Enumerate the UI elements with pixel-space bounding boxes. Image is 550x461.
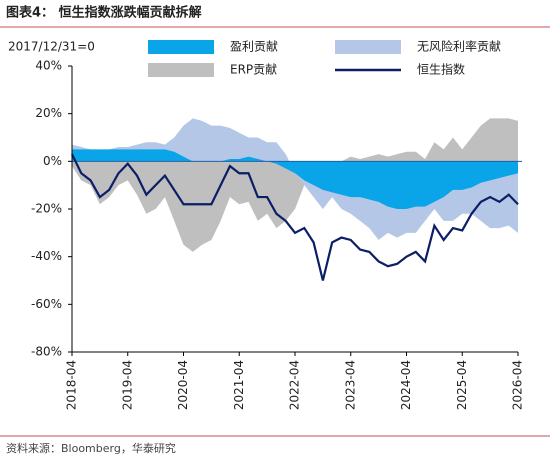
chart-title: 图表4： 恒生指数涨跌幅贡献拆解 bbox=[6, 5, 202, 21]
x-tick-label: 2025-04 bbox=[455, 360, 469, 410]
annotation: 2017/12/31=0 bbox=[8, 40, 95, 54]
legend-swatch bbox=[335, 40, 401, 54]
legend-swatch bbox=[148, 63, 214, 77]
source: 资料来源：Bloomberg，华泰研究 bbox=[6, 441, 176, 455]
y-tick-label: -60% bbox=[31, 297, 62, 311]
x-tick-label: 2023-04 bbox=[343, 360, 357, 410]
legend-label: 恒生指数 bbox=[417, 62, 465, 77]
x-tick-label: 2019-04 bbox=[120, 360, 134, 410]
y-tick-label: -20% bbox=[31, 202, 62, 216]
area bbox=[72, 118, 518, 252]
y-tick-label: -40% bbox=[31, 249, 62, 263]
legend-label: 盈利贡献 bbox=[230, 39, 278, 54]
y-tick-label: 20% bbox=[35, 106, 62, 120]
area bbox=[72, 118, 518, 240]
area bbox=[72, 149, 518, 209]
x-tick-label: 2018-04 bbox=[65, 360, 79, 410]
legend-swatch bbox=[148, 40, 214, 54]
y-tick-label: 40% bbox=[35, 59, 62, 73]
y-tick-label: -80% bbox=[31, 345, 62, 359]
x-tick-label: 2020-04 bbox=[176, 360, 190, 410]
legend-label: ERP贡献 bbox=[230, 62, 277, 77]
y-tick-label: 0% bbox=[43, 154, 62, 168]
x-tick-label: 2024-04 bbox=[399, 360, 413, 410]
x-tick-label: 2021-04 bbox=[232, 360, 246, 410]
legend-label: 无风险利率贡献 bbox=[417, 39, 501, 54]
line bbox=[71, 153, 519, 281]
x-tick-label: 2022-04 bbox=[288, 360, 302, 410]
x-tick-label: 2026-04 bbox=[511, 360, 525, 410]
